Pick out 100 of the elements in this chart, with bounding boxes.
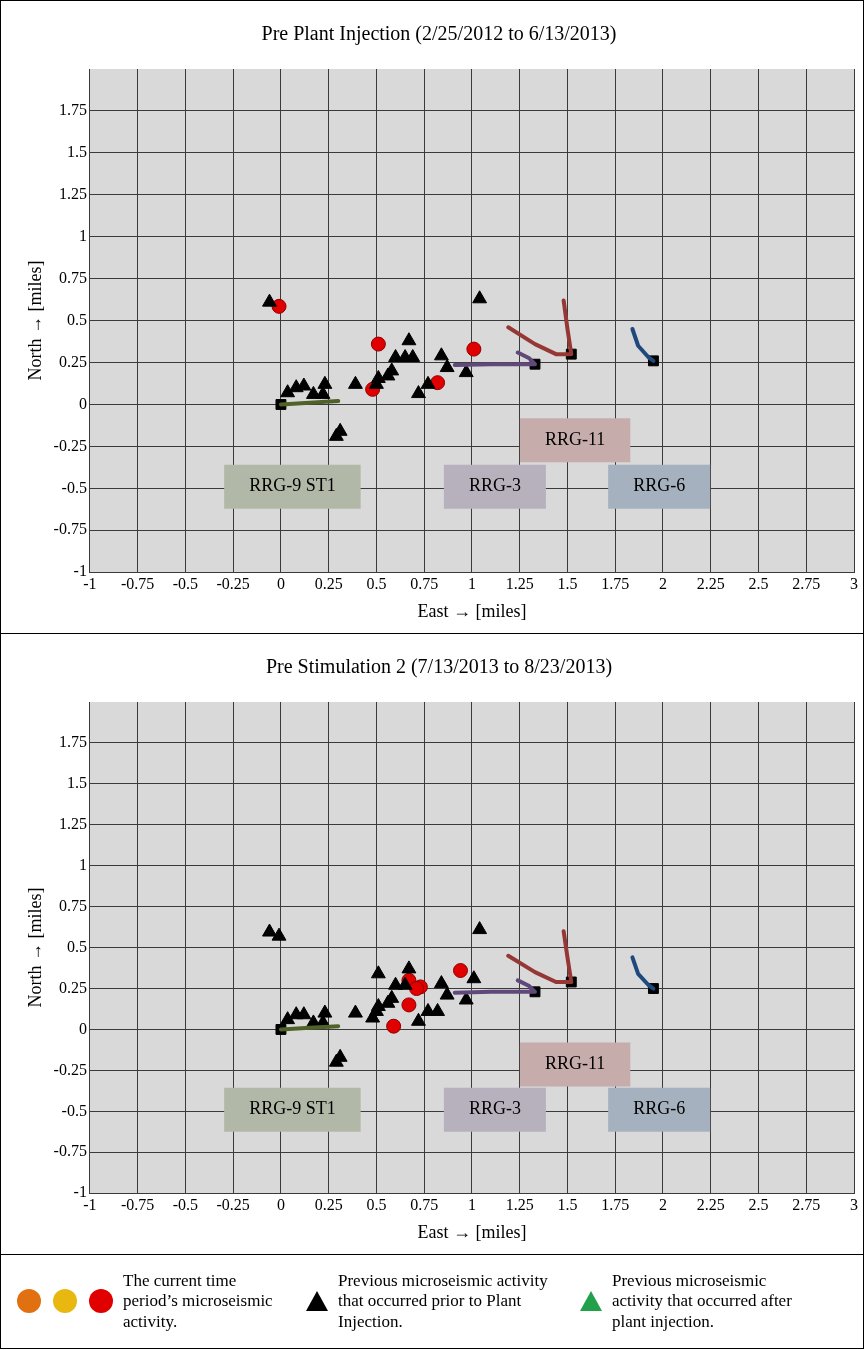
y-tick-label: 0.25: [58, 352, 87, 370]
y-axis-title: North → [miles]: [24, 887, 45, 1008]
x-tick-label: 0.25: [314, 1196, 343, 1213]
x-tick-label: 3: [850, 575, 858, 592]
y-tick-label: 0.5: [66, 310, 87, 328]
point: [430, 1002, 446, 1016]
point: [411, 1012, 426, 1026]
chart-title: Pre Plant Injection (2/25/2012 to 6/13/2013): [261, 22, 617, 46]
x-tick-label: 2.75: [792, 1196, 821, 1213]
x-tick-label: 0.5: [366, 575, 387, 592]
point: [401, 960, 417, 974]
x-tick-label: 1.5: [557, 1196, 578, 1213]
point: [458, 364, 474, 378]
y-tick-label: 1.25: [58, 815, 87, 832]
x-axis-title: East → [miles]: [417, 600, 527, 621]
x-tick-label: 1: [467, 575, 476, 592]
x-tick-label: 1.25: [505, 1196, 534, 1213]
point: [380, 367, 396, 381]
annotation: RRG-6: [633, 1098, 686, 1119]
y-tick-label: -0.5: [61, 478, 87, 496]
x-tick-label: -0.25: [216, 1196, 250, 1213]
point: [380, 994, 396, 1008]
y-tick-label: 1.75: [58, 733, 87, 751]
y-tick-label: 1: [78, 226, 87, 244]
x-tick-label: 0.25: [314, 575, 343, 592]
annotation: RRG-9 ST1: [249, 475, 336, 496]
annotation: RRG-11: [544, 429, 606, 450]
point: [280, 384, 296, 398]
y-tick-label: 0: [78, 1019, 87, 1037]
point: [397, 976, 413, 990]
point: [271, 927, 287, 941]
x-tick-label: -0.75: [121, 575, 155, 592]
y-tick-label: 0: [78, 394, 87, 412]
x-tick-label: 0.75: [410, 1196, 439, 1213]
y-tick-label: 1.5: [66, 774, 87, 792]
x-tick-label: 2.25: [696, 1196, 725, 1213]
x-tick-label: 1.5: [557, 575, 578, 592]
point: [433, 975, 449, 989]
point: [365, 1009, 381, 1023]
x-tick-label: -0.25: [216, 575, 250, 592]
x-axis-title: East → [miles]: [417, 1221, 527, 1242]
x-tick-label: 2.5: [748, 575, 769, 592]
y-tick-label: 1.75: [58, 101, 87, 119]
y-tick-label: 0.75: [58, 268, 87, 286]
point: [348, 375, 363, 389]
y-tick-label: -0.5: [61, 1101, 87, 1119]
y-tick-label: 0.75: [58, 896, 87, 914]
chart-title: Pre Stimulation 2 (7/13/2013 to 8/23/2013): [265, 655, 613, 679]
point: [401, 997, 417, 1013]
y-tick-label: -1: [73, 562, 87, 580]
point: [348, 1004, 363, 1018]
y-tick-label: 0.5: [66, 937, 87, 955]
point: [262, 293, 277, 307]
point: [472, 290, 488, 304]
x-tick-label: 1: [467, 1196, 476, 1213]
y-tick-label: -0.75: [53, 1142, 87, 1160]
point: [466, 970, 482, 984]
y-tick-label: -0.25: [53, 1060, 87, 1078]
x-tick-label: 1.25: [505, 575, 534, 592]
x-tick-label: 0: [276, 1196, 285, 1213]
annotation: RRG-3: [468, 475, 521, 496]
point: [386, 1018, 402, 1034]
x-tick-label: -0.5: [172, 1196, 199, 1213]
point: [370, 965, 386, 979]
y-tick-label: 0.25: [58, 978, 87, 996]
point: [262, 923, 277, 937]
point: [439, 359, 455, 373]
x-tick-label: 1.75: [601, 575, 630, 592]
x-tick-label: -0.75: [121, 1196, 155, 1213]
point: [328, 1053, 344, 1067]
point: [288, 379, 304, 393]
annotation: RRG-9 ST1: [249, 1098, 336, 1119]
x-tick-label: 1.75: [601, 1196, 630, 1213]
point: [420, 375, 436, 389]
point: [439, 986, 455, 1000]
x-tick-label: 0.5: [366, 1196, 387, 1213]
x-tick-label: 0: [276, 575, 285, 592]
x-tick-label: 2.25: [696, 575, 725, 592]
x-tick-label: -0.5: [172, 575, 199, 592]
x-tick-label: 2.75: [792, 575, 821, 592]
y-axis-title: North → [miles]: [24, 260, 45, 381]
y-tick-label: 1.5: [66, 143, 87, 161]
point: [466, 341, 482, 357]
point: [411, 385, 426, 399]
point: [472, 921, 488, 935]
point: [433, 347, 449, 361]
legend-label: Previous microseismic activity that occurred after plant injection.: [612, 1270, 793, 1333]
x-tick-label: 0.75: [410, 575, 439, 592]
point: [401, 332, 417, 346]
point: [453, 963, 468, 979]
legend-label: The current time period’s microseismic activity.: [123, 1270, 274, 1333]
annotation: RRG-6: [633, 475, 686, 496]
y-tick-label: -0.25: [53, 436, 87, 454]
legend-label: Previous microseismic activity that occurred prior to Plant Injection.: [338, 1270, 549, 1333]
x-tick-label: 2: [658, 1196, 667, 1213]
x-tick-label: 3: [850, 1196, 858, 1213]
point: [280, 1011, 296, 1025]
y-tick-label: -1: [73, 1183, 87, 1201]
y-tick-label: 1: [78, 855, 87, 873]
y-tick-label: -0.75: [53, 520, 87, 538]
